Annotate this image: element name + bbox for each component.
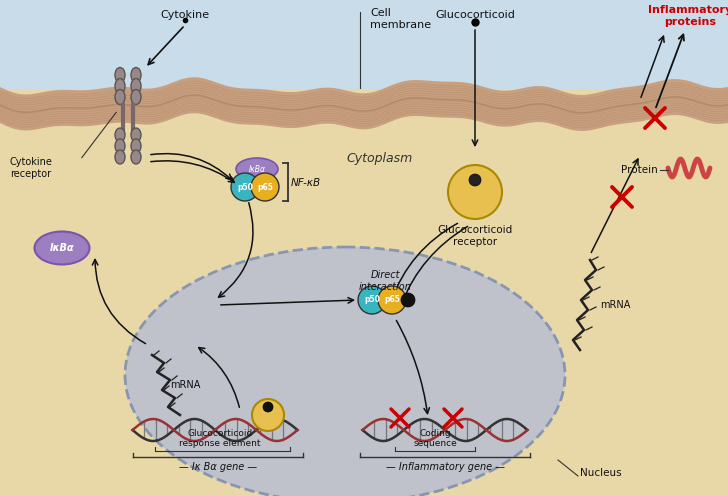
Ellipse shape xyxy=(236,158,278,180)
Text: — Iκ Bα gene —: — Iκ Bα gene — xyxy=(179,462,257,472)
Text: Protein: Protein xyxy=(621,165,658,175)
Ellipse shape xyxy=(131,128,141,142)
Ellipse shape xyxy=(115,78,125,94)
Ellipse shape xyxy=(115,128,125,142)
Text: — Inflammatory gene —: — Inflammatory gene — xyxy=(386,462,505,472)
Text: Cytokine
receptor: Cytokine receptor xyxy=(10,157,53,179)
Text: Inflammatory
proteins: Inflammatory proteins xyxy=(648,5,728,27)
Text: p50: p50 xyxy=(364,296,380,305)
Text: IκBα: IκBα xyxy=(248,165,266,174)
Text: p65: p65 xyxy=(257,183,273,191)
Bar xyxy=(0,0,728,90)
Ellipse shape xyxy=(115,89,125,105)
Text: Glucocorticoid
response element: Glucocorticoid response element xyxy=(179,429,261,448)
Circle shape xyxy=(252,399,284,431)
Ellipse shape xyxy=(115,139,125,153)
Circle shape xyxy=(401,293,415,307)
Text: p65: p65 xyxy=(384,296,400,305)
Circle shape xyxy=(469,174,481,186)
Ellipse shape xyxy=(131,78,141,94)
Text: p50: p50 xyxy=(237,183,253,191)
Text: mRNA: mRNA xyxy=(170,380,200,390)
Text: mRNA: mRNA xyxy=(600,300,630,310)
Text: Cytokine: Cytokine xyxy=(160,10,210,20)
Text: NF-κB: NF-κB xyxy=(291,178,321,188)
Circle shape xyxy=(251,173,279,201)
Ellipse shape xyxy=(115,150,125,164)
Circle shape xyxy=(358,286,386,314)
Text: Direct
interaction: Direct interaction xyxy=(359,270,411,292)
Ellipse shape xyxy=(125,247,565,496)
Text: Glucocorticoid: Glucocorticoid xyxy=(435,10,515,20)
Circle shape xyxy=(448,165,502,219)
Ellipse shape xyxy=(131,67,141,82)
Circle shape xyxy=(263,402,273,412)
Text: Cytoplasm: Cytoplasm xyxy=(347,152,413,165)
Ellipse shape xyxy=(131,89,141,105)
Text: Nucleus: Nucleus xyxy=(580,468,622,478)
Text: Coding
sequence: Coding sequence xyxy=(413,429,457,448)
Text: Glucocorticoid
receptor: Glucocorticoid receptor xyxy=(438,225,513,247)
Ellipse shape xyxy=(115,67,125,82)
Circle shape xyxy=(231,173,259,201)
Polygon shape xyxy=(0,77,728,131)
Ellipse shape xyxy=(131,139,141,153)
Text: IκBα: IκBα xyxy=(50,243,74,253)
Ellipse shape xyxy=(34,232,90,264)
Text: Cell
membrane: Cell membrane xyxy=(370,8,431,30)
Circle shape xyxy=(378,286,406,314)
Ellipse shape xyxy=(131,150,141,164)
Bar xyxy=(0,90,728,496)
